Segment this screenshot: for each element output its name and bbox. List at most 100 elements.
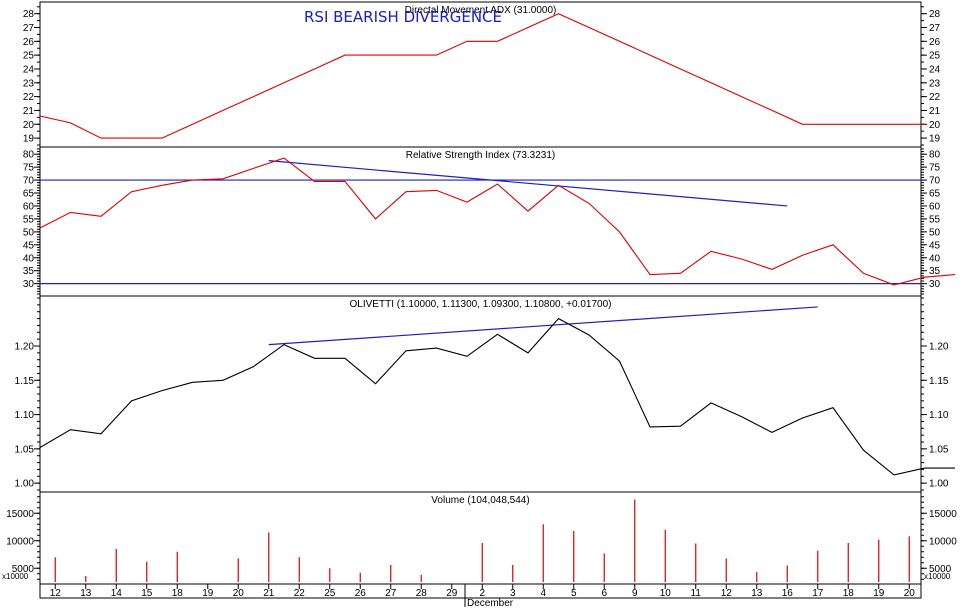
rsi-panel-title: Relative Strength Index (73.3231) xyxy=(406,150,556,161)
adx-y-tick-label-right: 28 xyxy=(929,9,941,20)
x-axis-tick-label: 17 xyxy=(812,588,824,599)
x-axis-tick-label: 4 xyxy=(540,588,546,599)
x-axis-tick-label: 14 xyxy=(111,588,123,599)
adx-y-tick-label-right: 21 xyxy=(929,106,941,117)
rsi-y-tick-label-left: 65 xyxy=(23,189,35,200)
rsi-y-tick-label-left: 80 xyxy=(23,150,35,161)
rsi-y-tick-label-left: 70 xyxy=(23,176,35,187)
rsi-series-line xyxy=(39,157,956,286)
adx-y-tick-label-left: 26 xyxy=(23,37,35,48)
x-axis-tick-label: 20 xyxy=(233,588,245,599)
x-axis-tick-label: 3 xyxy=(510,588,516,599)
price-y-tick-label-left: 1.05 xyxy=(15,444,35,455)
adx-panel-title: Directal Movement ADX (31.0000) xyxy=(405,5,557,16)
x-axis-month-label: December xyxy=(467,598,514,608)
x-axis-tick-label: 15 xyxy=(141,588,153,599)
rsi-y-tick-label-right: 65 xyxy=(929,189,941,200)
price-panel-title: OLIVETTI (1.10000, 1.11300, 1.09300, 1.1… xyxy=(350,299,612,310)
x-axis-tick-label: 9 xyxy=(632,588,638,599)
x-axis-tick-label: 16 xyxy=(782,588,794,599)
volume-panel-title: Volume (104,048,544) xyxy=(431,495,529,506)
adx-y-tick-label-left: 21 xyxy=(23,106,35,117)
chart-headline: RSI BEARISH DIVERGENCE xyxy=(304,8,502,26)
x-axis-tick-label: 18 xyxy=(172,588,184,599)
price-y-tick-label-right: 1.15 xyxy=(929,376,949,387)
price-y-tick-label-right: 1.10 xyxy=(929,410,949,421)
x-axis-tick-label: 22 xyxy=(294,588,306,599)
x-axis-tick-label: 28 xyxy=(416,588,428,599)
adx-y-tick-label-left: 27 xyxy=(23,23,35,34)
adx-y-tick-label-left: 19 xyxy=(23,134,35,145)
rsi-y-tick-label-right: 75 xyxy=(929,163,941,174)
rsi-y-tick-label-right: 55 xyxy=(929,214,941,225)
rsi-y-tick-label-right: 35 xyxy=(929,266,941,277)
x-axis-tick-label: 6 xyxy=(601,588,607,599)
adx-y-tick-label-left: 22 xyxy=(23,92,35,103)
rsi-y-tick-label-right: 80 xyxy=(929,150,941,161)
price-y-tick-label-right: 1.20 xyxy=(929,342,949,353)
x-axis-tick-label: 21 xyxy=(263,588,275,599)
price-y-tick-label-left: 1.10 xyxy=(15,410,35,421)
rsi-y-tick-label-left: 50 xyxy=(23,227,35,238)
price-y-tick-label-left: 1.15 xyxy=(15,376,35,387)
adx-y-tick-label-right: 23 xyxy=(929,78,941,89)
x-axis-tick-label: 13 xyxy=(751,588,763,599)
volume-y-tick-label-left: 10000 xyxy=(6,536,34,547)
adx-y-tick-label-left: 24 xyxy=(23,64,35,75)
rsi-y-tick-label-right: 70 xyxy=(929,176,941,187)
rsi-panel-frame xyxy=(39,146,922,297)
volume-y-tick-label-right: 15000 xyxy=(929,509,957,520)
adx-y-tick-label-left: 20 xyxy=(23,120,35,131)
rsi-y-tick-label-right: 50 xyxy=(929,227,941,238)
x-axis-tick-label: 18 xyxy=(843,588,855,599)
x-axis-tick-label: 2 xyxy=(479,588,485,599)
x-axis-tick-label: 27 xyxy=(385,588,397,599)
rsi-y-tick-label-left: 60 xyxy=(23,201,35,212)
x-axis-tick-label: 20 xyxy=(904,588,916,599)
x-axis-tick-label: 19 xyxy=(202,588,214,599)
rsi-y-tick-label-left: 55 xyxy=(23,214,35,225)
price-y-tick-label-right: 1.05 xyxy=(929,444,949,455)
price-y-tick-label-left: 1.00 xyxy=(15,479,35,490)
adx-y-tick-label-right: 22 xyxy=(929,92,941,103)
rsi-y-tick-label-right: 45 xyxy=(929,240,941,251)
x-axis-tick-label: 10 xyxy=(660,588,672,599)
x-axis-tick-label: 12 xyxy=(721,588,733,599)
adx-y-tick-label-right: 27 xyxy=(929,23,941,34)
volume-y-tick-label-right: 10000 xyxy=(929,536,957,547)
adx-y-tick-label-right: 26 xyxy=(929,37,941,48)
rsi-y-tick-label-left: 45 xyxy=(23,240,35,251)
adx-y-tick-label-left: 28 xyxy=(23,9,35,20)
rsi-y-tick-label-left: 40 xyxy=(23,253,35,264)
x-axis-tick-label: 11 xyxy=(691,588,702,599)
x-axis-tick-label: 12 xyxy=(50,588,62,599)
x-axis-tick-label: 25 xyxy=(324,588,336,599)
price-trend-line xyxy=(268,306,818,346)
adx-series-line xyxy=(39,13,925,139)
adx-y-tick-label-left: 23 xyxy=(23,78,35,89)
adx-y-tick-label-right: 25 xyxy=(929,51,941,62)
adx-y-tick-label-right: 19 xyxy=(929,134,941,145)
rsi-y-tick-label-right: 30 xyxy=(929,279,941,290)
x-axis-tick-label: 29 xyxy=(446,588,458,599)
rsi-y-tick-label-right: 60 xyxy=(929,201,941,212)
rsi-y-tick-label-left: 75 xyxy=(23,163,35,174)
x-axis-tick-label: 13 xyxy=(80,588,92,599)
adx-y-tick-label-right: 24 xyxy=(929,64,941,75)
rsi-trend-line xyxy=(268,160,788,207)
volume-unit-label-right: x10000 xyxy=(924,572,951,581)
adx-y-tick-label-right: 20 xyxy=(929,120,941,131)
volume-y-tick-label-left: 5000 xyxy=(12,564,35,575)
volume-unit-label-left: x10000 xyxy=(2,572,29,581)
volume-y-tick-label-right: 5000 xyxy=(929,564,952,575)
price-series-line xyxy=(39,317,955,476)
x-axis-tick-label: 5 xyxy=(571,588,577,599)
volume-y-tick-label-left: 15000 xyxy=(6,509,34,520)
rsi-y-tick-label-left: 30 xyxy=(23,279,35,290)
adx-y-tick-label-left: 25 xyxy=(23,51,35,62)
price-y-tick-label-left: 1.20 xyxy=(15,342,35,353)
price-y-tick-label-right: 1.00 xyxy=(929,479,949,490)
rsi-y-tick-label-right: 40 xyxy=(929,253,941,264)
price-panel-frame xyxy=(39,295,922,493)
x-axis-tick-label: 26 xyxy=(355,588,367,599)
